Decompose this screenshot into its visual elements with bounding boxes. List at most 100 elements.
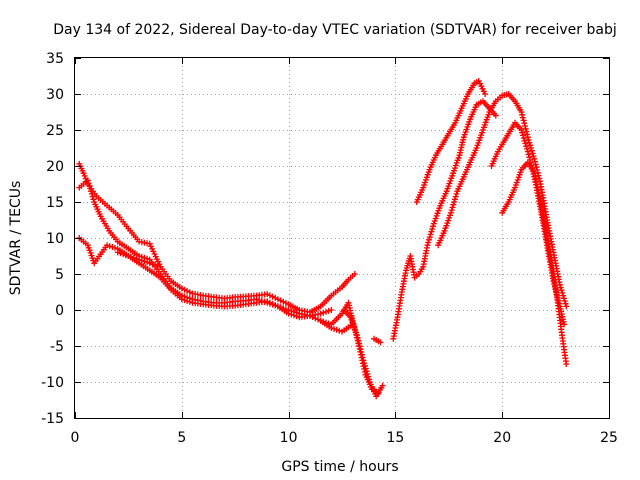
data-point [475,78,482,85]
data-point [317,310,324,317]
axis-ticks [75,58,610,419]
plot-area [76,78,570,400]
data-point [424,242,431,249]
data-point [157,274,164,281]
data-point [347,314,354,321]
data-point [76,184,83,191]
data-point [114,249,121,256]
data-point [253,299,260,306]
data-point [345,299,352,306]
data-point [505,199,512,205]
series-track-6 [341,307,386,400]
data-point [345,276,352,283]
x-tick-label: 5 [177,430,186,446]
data-point [328,321,335,328]
data-point [339,283,345,290]
data-point [432,152,439,159]
data-point [460,173,467,180]
x-axis-title: GPS time / hours [281,459,398,475]
x-tick-label: 20 [493,430,511,446]
series-track-11 [488,119,568,328]
x-tick-label: 15 [386,430,404,446]
y-tick-label: -5 [50,339,64,355]
data-point [104,202,111,209]
series-track-12 [499,159,570,367]
series-trail [436,91,569,307]
data-point [447,209,454,216]
data-point [317,303,324,310]
data-point [524,159,531,166]
data-point [544,235,551,241]
data-point [524,148,531,155]
data-point [563,303,570,310]
data-point [435,242,442,249]
data-point [125,225,132,232]
series-trail [414,79,487,203]
data-point [415,271,422,277]
data-point [353,332,360,339]
y-tick-label: 15 [46,195,64,211]
data-point [97,213,104,220]
x-tick-label: 0 [71,430,80,446]
data-point [106,227,113,234]
data-point [104,242,111,249]
data-point [524,134,531,141]
data-point [518,127,525,133]
data-point [471,80,478,87]
grid [75,58,609,418]
data-point [377,339,384,346]
data-point [146,240,153,247]
data-point [285,301,292,308]
data-point [518,166,525,173]
data-point [441,227,448,234]
data-point [157,263,164,270]
y-tick-label: 10 [46,231,64,247]
data-point [488,163,495,169]
data-point [537,199,544,205]
data-point [91,260,98,267]
data-point [80,170,87,177]
series-track-4 [114,249,164,270]
data-point [426,166,433,173]
data-point [531,155,538,162]
data-point [452,119,459,126]
data-point [499,141,506,148]
data-point [456,152,463,159]
data-point [454,188,461,195]
data-point [390,335,397,342]
data-point [317,317,324,324]
data-point [499,209,506,216]
data-point [360,357,367,364]
x-tick-labels: 0 5 10 15 20 25 [71,430,618,446]
data-point [505,130,512,137]
data-point [339,310,345,317]
data-point [559,332,566,339]
data-point [84,177,91,184]
data-point [512,98,519,105]
data-point [492,98,499,105]
data-point [351,271,358,277]
y-axis-title: SDTVAR / TECUs [8,181,24,296]
data-point [473,101,480,108]
data-point [473,145,480,151]
data-point [450,170,457,177]
data-point [125,253,132,259]
data-point [550,271,557,277]
data-point [398,289,405,295]
series-trail [342,308,385,398]
data-point [403,267,410,274]
y-tick-label: 20 [46,159,64,175]
data-point [328,307,335,313]
data-point [479,98,486,105]
data-point [467,159,474,166]
data-point [465,91,472,97]
series-track-7 [371,335,384,346]
data-point [445,130,452,137]
data-point [518,109,525,115]
data-point [420,263,427,270]
data-point [168,286,175,293]
data-point [306,312,313,319]
data-point [274,296,281,303]
data-point [274,303,281,310]
